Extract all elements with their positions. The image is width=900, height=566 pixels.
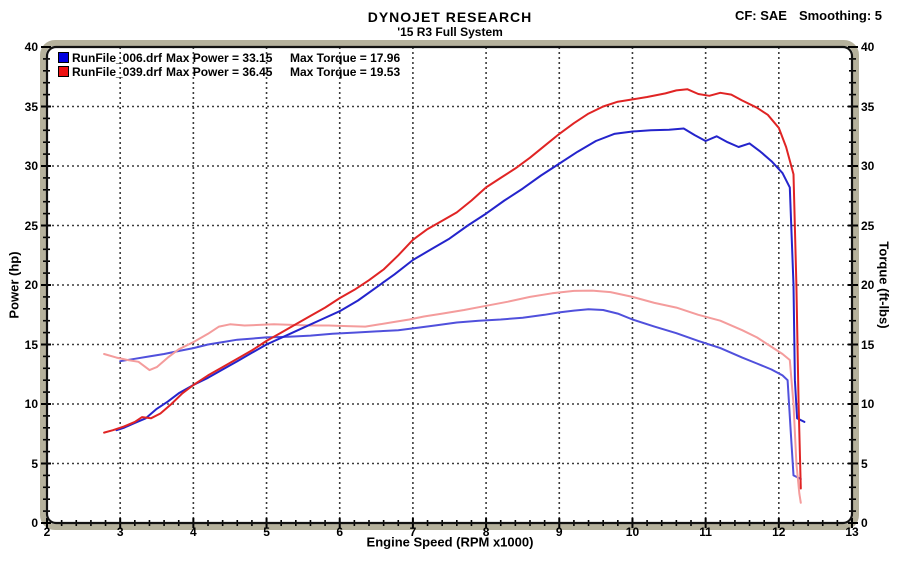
y-tick-label-right-30: 30 (861, 159, 875, 173)
curve-runfile-039-drf-power (103, 88, 802, 490)
x-tick-label-4: 4 (190, 525, 197, 539)
y-tick-label-left-30: 30 (24, 159, 38, 173)
x-tick-label-13: 13 (845, 525, 859, 539)
curve-runfile-006-drf-torque (119, 308, 802, 480)
y-tick-label-right-5: 5 (861, 456, 868, 471)
x-tick-label-3: 3 (116, 525, 124, 539)
x-tick-label-6: 6 (336, 525, 344, 539)
x-tick-label-2: 2 (43, 525, 51, 539)
y-tick-label-left-20: 20 (24, 278, 38, 292)
x-tick-label-12: 12 (772, 525, 786, 539)
y-axis-title-power: Power (hp) (6, 251, 22, 319)
y-tick-label-right-0: 0 (861, 516, 868, 530)
legend-row-run039: RunFile_039.drf Max Power = 36.45 Max Torq… (58, 65, 400, 79)
x-tick-label-11: 11 (699, 525, 712, 539)
page-subtitle: '15 R3 Full System (397, 25, 503, 39)
y-tick-label-left-5: 5 (31, 456, 38, 471)
legend: RunFile_006.drf Max Power = 33.15 Max Torq… (58, 51, 400, 79)
y-tick-label-right-15: 15 (861, 337, 875, 352)
cf-label: CF: SAE (734, 8, 787, 23)
correction-info: CF: SAE Smoothing: 5 (735, 8, 882, 23)
page-title: DYNOJET RESEARCH (367, 9, 533, 25)
y-tick-label-left-10: 10 (24, 397, 38, 411)
x-tick-label-9: 9 (555, 525, 563, 539)
y-tick-label-right-10: 10 (861, 397, 875, 411)
y-tick-label-right-40: 40 (861, 40, 875, 54)
x-tick-label-5: 5 (263, 525, 270, 539)
run006-file-label: RunFile_006.drf (72, 51, 163, 65)
smoothing-label: Smoothing: 5 (798, 8, 882, 23)
curve-runfile-006-drf-power (115, 127, 806, 432)
x-tick-label-10: 10 (625, 525, 640, 539)
run039-color-swatch (58, 66, 69, 77)
y-tick-label-left-40: 40 (24, 40, 38, 54)
y-tick-label-left-25: 25 (24, 218, 38, 233)
run039-max-power: Max Power = 36.45 (166, 65, 273, 79)
axis-frame (45, 45, 854, 525)
x-axis-title: Engine Speed (RPM x1000) (366, 534, 534, 550)
x-tick-label-7: 7 (409, 525, 417, 539)
y-tick-label-right-25: 25 (861, 218, 875, 233)
y-axis-title-torque: Torque (ft-lbs) (876, 241, 892, 329)
run006-color-swatch (58, 52, 69, 63)
y-tick-label-left-0: 0 (31, 516, 38, 530)
curve-runfile-039-drf-torque (103, 289, 802, 504)
run039-file-label: RunFile_039.drf (72, 65, 163, 79)
y-tick-label-right-35: 35 (861, 99, 875, 114)
y-tick-label-right-20: 20 (861, 278, 875, 292)
legend-row-run006: RunFile_006.drf Max Power = 33.15 Max Torq… (58, 51, 400, 65)
x-tick-label-8: 8 (482, 525, 490, 539)
y-tick-label-left-35: 35 (24, 99, 38, 114)
y-tick-label-left-15: 15 (24, 337, 38, 352)
run006-max-power: Max Power = 33.15 (166, 51, 273, 65)
run006-max-torque: Max Torque = 17.96 (290, 51, 401, 65)
run039-max-torque: Max Torque = 19.53 (290, 65, 401, 79)
